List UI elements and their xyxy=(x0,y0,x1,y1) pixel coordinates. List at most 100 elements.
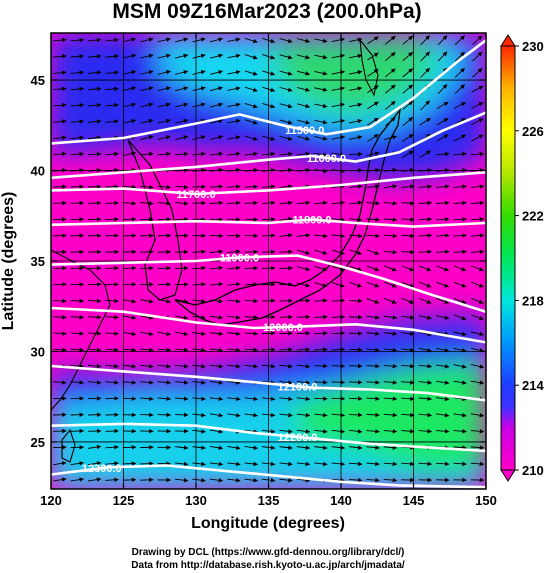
wind-arrow xyxy=(331,118,345,124)
wind-arrow xyxy=(244,249,259,255)
x-tick-label: 135 xyxy=(258,493,280,508)
wind-arrow xyxy=(453,151,467,157)
wind-arrow xyxy=(296,429,311,434)
wind-arrow xyxy=(244,396,259,402)
wind-arrow xyxy=(122,118,137,124)
wind-arrow xyxy=(244,347,259,353)
wind-arrow xyxy=(366,298,380,304)
wind-arrow xyxy=(436,298,449,304)
wind-arrow xyxy=(453,216,467,222)
wind-arrow xyxy=(470,151,485,157)
wind-arrow xyxy=(209,331,224,336)
wind-arrow xyxy=(331,37,345,42)
wind-arrow xyxy=(471,265,484,272)
wind-arrow xyxy=(296,478,311,483)
wind-arrow xyxy=(366,151,380,157)
wind-arrow xyxy=(367,101,379,110)
wind-arrow xyxy=(140,184,154,190)
wind-arrow xyxy=(401,461,415,467)
wind-arrow xyxy=(209,53,224,59)
wind-arrow xyxy=(122,380,137,385)
wind-arrow xyxy=(279,396,293,402)
wind-arrow xyxy=(314,152,328,157)
wind-arrow xyxy=(366,380,380,385)
wind-arrow xyxy=(453,364,467,369)
wind-arrow xyxy=(436,380,450,385)
wind-arrow xyxy=(105,363,119,369)
wind-arrow xyxy=(87,331,102,336)
wind-arrow xyxy=(470,461,485,467)
wind-arrow xyxy=(314,38,328,43)
wind-arrow xyxy=(385,52,396,62)
wind-arrow xyxy=(140,70,154,75)
wind-arrow xyxy=(105,70,119,75)
wind-arrow xyxy=(279,478,293,483)
contour-line xyxy=(51,39,486,145)
wind-arrow xyxy=(209,364,224,369)
wind-arrow xyxy=(279,200,293,206)
wind-arrow xyxy=(105,461,119,466)
wind-arrow xyxy=(53,37,67,43)
wind-arrow xyxy=(209,249,224,254)
wind-arrow xyxy=(122,53,137,59)
wind-arrow xyxy=(296,266,311,272)
wind-arrow xyxy=(122,86,137,92)
wind-arrow xyxy=(227,265,241,271)
y-tick-label: 35 xyxy=(31,254,45,269)
wind-arrow xyxy=(244,54,258,60)
coast-sakhalin xyxy=(359,38,379,97)
wind-arrow xyxy=(227,118,241,124)
wind-arrow xyxy=(140,331,154,337)
wind-arrow xyxy=(296,314,311,320)
wind-arrow xyxy=(192,298,206,304)
wind-arrow xyxy=(140,315,154,320)
wind-arrow xyxy=(401,201,415,206)
wind-arrow xyxy=(227,151,241,157)
wind-arrow xyxy=(401,217,415,222)
wind-arrow xyxy=(472,35,483,45)
wind-arrow xyxy=(279,347,293,352)
wind-arrow xyxy=(279,314,293,320)
wind-arrow xyxy=(401,396,415,401)
wind-arrow xyxy=(349,281,363,288)
wind-arrow xyxy=(331,429,346,434)
wind-arrow xyxy=(419,150,432,159)
wind-arrow xyxy=(192,461,206,467)
wind-arrow xyxy=(435,151,450,157)
wind-arrow xyxy=(140,86,154,92)
wind-arrow xyxy=(244,429,258,434)
wind-arrow xyxy=(175,70,189,75)
wind-arrow xyxy=(227,282,241,287)
wind-arrow xyxy=(175,37,189,43)
wind-arrow xyxy=(367,134,379,142)
wind-arrow xyxy=(209,445,224,450)
wind-arrow xyxy=(296,412,311,418)
wind-arrow xyxy=(348,461,363,467)
wind-arrow xyxy=(209,265,224,271)
wind-arrow xyxy=(87,37,102,43)
wind-arrow xyxy=(140,102,154,108)
wind-arrow xyxy=(279,119,293,125)
wind-arrow xyxy=(367,85,379,93)
wind-arrow xyxy=(140,151,154,157)
height-contours: 11500.0 11600.0 11700.0 11800.0 11900.0 12000… xyxy=(51,39,486,489)
wind-arrow xyxy=(435,184,450,189)
wind-arrow xyxy=(331,380,346,385)
wind-arrow xyxy=(157,53,171,59)
wind-arrow xyxy=(70,363,85,369)
wind-arrow xyxy=(140,299,154,304)
wind-arrow xyxy=(383,217,398,222)
wind-arrow xyxy=(349,118,363,124)
wind-arrow xyxy=(87,380,102,385)
wind-arrow xyxy=(383,363,398,369)
wind-arrow xyxy=(227,412,241,418)
wind-arrow xyxy=(279,86,293,92)
wind-arrow xyxy=(140,201,154,206)
wind-arrow xyxy=(420,35,430,46)
wind-arrow xyxy=(209,86,224,92)
wind-arrow xyxy=(401,347,415,353)
wind-arrow xyxy=(244,461,259,467)
colorbar: 210 214 218 222 226 230 xyxy=(500,34,544,482)
x-tick-label: 130 xyxy=(185,493,207,508)
wind-arrow xyxy=(420,67,430,78)
